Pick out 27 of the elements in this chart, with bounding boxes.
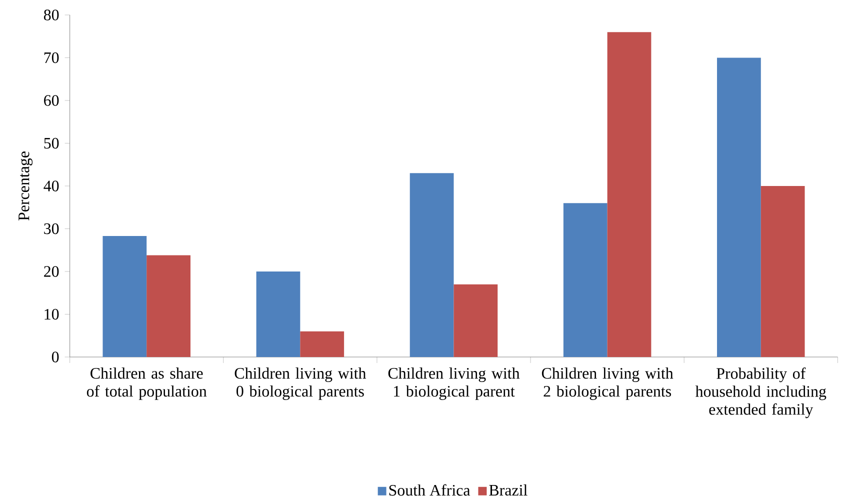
bar [760, 186, 805, 358]
x-tick-label: Probability of household including extended family [695, 368, 826, 418]
bar [146, 255, 190, 358]
y-tick-label: 80 [44, 10, 59, 20]
x-tick-label: Children living with 2 biological parents [542, 368, 674, 400]
bar [256, 272, 300, 358]
x-tick-label: Children as share of total population [86, 368, 207, 400]
bar [454, 284, 498, 358]
bar [300, 331, 344, 358]
legend-label: South Africa [389, 484, 470, 496]
bar [410, 173, 454, 358]
bar [102, 236, 147, 358]
y-tick-label: 40 [44, 180, 59, 192]
legend-label: Brazil [489, 484, 528, 496]
bar [563, 203, 608, 358]
y-tick-label: 70 [44, 52, 59, 64]
bar [607, 32, 652, 358]
y-tick-label: 20 [44, 266, 59, 277]
y-tick-label: 60 [44, 95, 59, 106]
bar [717, 58, 761, 358]
y-tick-label: 50 [44, 138, 59, 149]
y-axis-title: Percentage [18, 152, 33, 221]
y-tick-label: 0 [52, 352, 59, 362]
y-tick-label: 10 [44, 308, 59, 320]
x-tick-label: Children living with 1 biological parent [388, 368, 520, 400]
x-tick-label: Children living with 0 biological parents [234, 368, 366, 400]
y-tick-label: 30 [44, 223, 59, 234]
